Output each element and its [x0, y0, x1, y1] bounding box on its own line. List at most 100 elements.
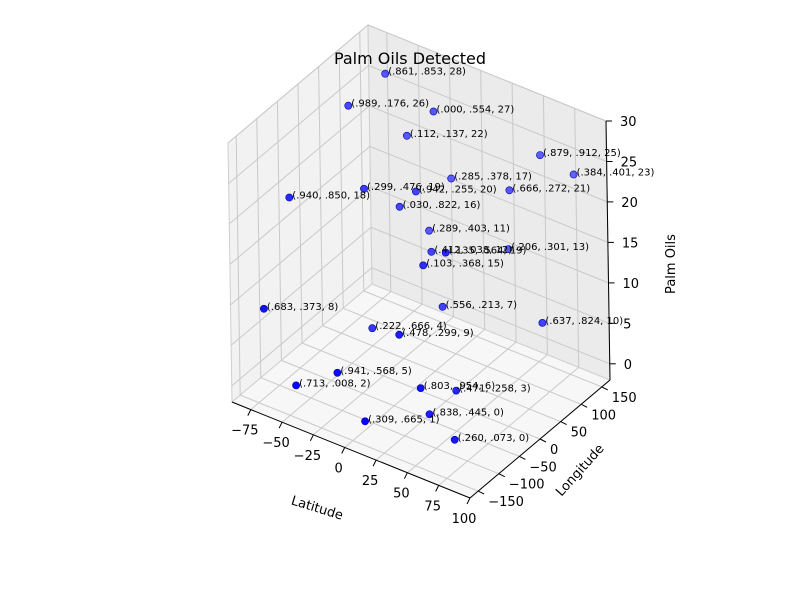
- data-point: [292, 381, 300, 390]
- x-grid-line-wall: [417, 45, 423, 305]
- x-tick-label: 50: [393, 487, 410, 502]
- y-grid-line-wall: [276, 101, 282, 361]
- data-points: [259, 69, 578, 444]
- z-tick-label: 10: [623, 277, 640, 292]
- x-tick-mark: [466, 497, 471, 505]
- data-point: [438, 302, 447, 311]
- data-point: [395, 330, 404, 339]
- x-tick-mark: [247, 409, 252, 416]
- z-grid-line-back: [369, 105, 608, 203]
- x-tick-mark: [372, 459, 377, 467]
- data-point: [411, 187, 420, 196]
- point-label: (.103, .368, 15): [426, 258, 504, 269]
- data-point: [425, 226, 433, 235]
- data-point: [333, 368, 342, 377]
- y-tick-mark: [539, 438, 547, 443]
- y-grid-line-wall: [297, 83, 303, 344]
- x-axis-label: Latitude: [289, 494, 345, 524]
- data-point: [538, 318, 547, 327]
- y-tick-label: 0: [550, 443, 558, 458]
- x-grid-line-wall: [480, 70, 486, 330]
- x-tick-mark: [278, 421, 283, 429]
- point-label: (.222, .666, 4): [375, 321, 447, 332]
- z-tick-label: 20: [621, 196, 638, 211]
- data-point: [419, 261, 428, 270]
- y-tick-label: 150: [612, 391, 637, 406]
- data-point: [381, 69, 390, 78]
- data-point: [450, 435, 459, 444]
- y-axis-label: Longitude: [553, 442, 607, 500]
- data-point: [427, 247, 436, 256]
- y-grid-line-floor: [343, 307, 582, 405]
- y-tick-mark: [519, 455, 526, 460]
- data-point: [447, 174, 456, 183]
- z-grid-line-back: [367, 24, 607, 122]
- data-point: [395, 202, 404, 211]
- x-tick-label: 0: [335, 462, 343, 477]
- point-label: (.309, .665, 1): [368, 414, 440, 425]
- point-labels: (.861, .853, 28) (.989, .176, 26) (.112, .…: [267, 67, 655, 444]
- data-point: [429, 107, 438, 116]
- y-grid-line-floor: [281, 359, 520, 457]
- x-tick-label: −50: [262, 436, 289, 451]
- point-label: (.940, .850, 18): [292, 191, 370, 202]
- y-tick-label: 100: [591, 408, 616, 423]
- y-grid-line-wall: [318, 66, 324, 326]
- point-label: (.000, .554, 27): [437, 105, 515, 116]
- z-grid-line-left: [231, 267, 373, 387]
- z-axis-line: [605, 120, 611, 381]
- tick-labels: −75−50−250255075100−150−100−500501001500…: [231, 115, 639, 527]
- data-point: [504, 245, 513, 253]
- x-grid-line-wall: [448, 57, 454, 317]
- x-tick-label: −25: [294, 449, 321, 464]
- point-label: (.206, .301, 13): [511, 242, 589, 253]
- y-grid-line-wall: [256, 118, 262, 378]
- point-label: (.803, .954, 6): [424, 381, 496, 392]
- point-label: (.299, .476, 19): [367, 182, 445, 193]
- data-point: [344, 101, 353, 110]
- z-grid-line-back: [369, 145, 609, 243]
- data-point: [569, 170, 578, 179]
- chart-title: Palm Oils Detected: [334, 49, 486, 68]
- data-point: [452, 386, 461, 395]
- z-grid-line-left: [228, 105, 370, 225]
- data-point: [416, 384, 425, 392]
- x-tick-mark: [341, 447, 346, 454]
- y-tick-label: −150: [488, 495, 524, 510]
- y-grid-line-floor: [322, 325, 561, 423]
- x-tick-label: 75: [424, 499, 441, 514]
- x-tick-mark: [403, 472, 408, 479]
- data-point: [425, 410, 434, 419]
- point-label: (.112, .137, 22): [410, 129, 488, 140]
- x-tick-label: 100: [452, 512, 477, 527]
- z-grid-line-back: [370, 226, 610, 324]
- z-tick-label: 30: [620, 115, 637, 130]
- point-label: (.713, .008, 2): [299, 378, 371, 389]
- z-grid-line-left: [228, 65, 369, 184]
- y-grid-line-floor: [260, 377, 499, 475]
- point-label: (.942, .255, 20): [419, 185, 497, 196]
- y-grid-line-wall: [359, 31, 365, 291]
- y-tick-mark: [498, 473, 506, 478]
- x-tick-label: −75: [231, 424, 258, 439]
- data-point: [259, 304, 268, 313]
- y-tick-mark: [560, 421, 567, 426]
- z-grid-line-back: [370, 186, 609, 284]
- point-label: (.384, .401, 23): [577, 168, 655, 179]
- y-tick-label: −100: [509, 478, 545, 493]
- y-tick-mark: [580, 403, 588, 408]
- z-grid-line-left: [229, 146, 371, 265]
- data-point: [360, 184, 368, 193]
- point-label: (.030, .822, 16): [403, 200, 481, 211]
- y-tick-mark: [601, 386, 609, 391]
- data-point: [536, 151, 544, 159]
- axis-lines: [231, 120, 616, 505]
- x-grid-line-wall: [542, 95, 548, 355]
- data-point: [505, 186, 514, 195]
- point-label: (.135, .564, 19): [449, 246, 527, 257]
- data-point: [368, 324, 377, 333]
- z-tick-label: 5: [623, 317, 631, 332]
- x-grid-line-wall: [511, 83, 517, 343]
- point-label: (.989, .176, 26): [351, 99, 429, 110]
- point-label: (.289, .403, 11): [432, 224, 510, 235]
